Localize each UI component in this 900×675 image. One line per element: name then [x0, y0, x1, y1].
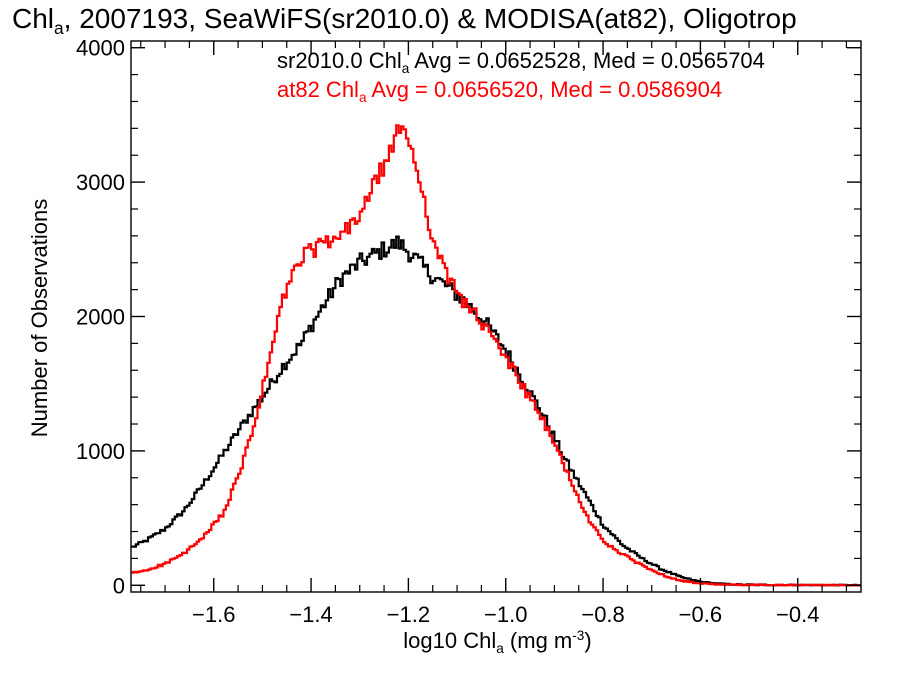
- x-tick-label: −0.4: [776, 602, 819, 627]
- annotation-sr2010-post: Avg = 0.0652528, Med = 0.0565704: [409, 48, 765, 73]
- y-tick-label: 1000: [76, 439, 125, 464]
- x-axis-label-post: (mg m: [503, 628, 573, 653]
- x-tick-label: −1.2: [387, 602, 430, 627]
- y-tick-label: 4000: [76, 36, 125, 61]
- y-tick-label: 3000: [76, 170, 125, 195]
- x-tick-label: −1.0: [484, 602, 527, 627]
- series-line-at82: [131, 124, 861, 587]
- title-rest: , 2007193, SeaWiFS(sr2010.0) & MODISA(at…: [63, 3, 797, 34]
- annotation-at82-pre: at82 Chl: [277, 77, 359, 102]
- y-tick-label: 0: [113, 573, 125, 598]
- plot-frame: [130, 40, 862, 593]
- x-tick-label: −0.8: [581, 602, 624, 627]
- title-prefix: Chl: [12, 3, 55, 34]
- annotation-sr2010: sr2010.0 Chla Avg = 0.0652528, Med = 0.0…: [277, 48, 765, 76]
- chart-title: Chla, 2007193, SeaWiFS(sr2010.0) & MODIS…: [12, 3, 797, 37]
- title-subscript: a: [54, 18, 64, 39]
- annotation-at82-sub: a: [358, 89, 367, 105]
- x-axis-label-end: ): [584, 628, 592, 653]
- annotation-at82-post: Avg = 0.0656520, Med = 0.0586904: [366, 77, 723, 102]
- y-tick-label: 2000: [76, 305, 125, 330]
- x-tick-label: −0.6: [679, 602, 722, 627]
- annotation-sr2010-sub: a: [401, 60, 410, 76]
- series-line-sr2010.0: [131, 235, 861, 587]
- x-tick-label: −1.6: [192, 602, 235, 627]
- x-tick-label: −1.4: [289, 602, 332, 627]
- x-axis-label: log10 Chla (mg m-3): [0, 627, 900, 656]
- x-axis-label-pre: log10 Chl: [403, 628, 497, 653]
- x-axis-label-sup: -3: [572, 627, 585, 643]
- x-axis-label-sub: a: [496, 640, 504, 656]
- annotation-sr2010-pre: sr2010.0 Chl: [277, 48, 402, 73]
- annotation-at82: at82 Chla Avg = 0.0656520, Med = 0.05869…: [277, 77, 723, 105]
